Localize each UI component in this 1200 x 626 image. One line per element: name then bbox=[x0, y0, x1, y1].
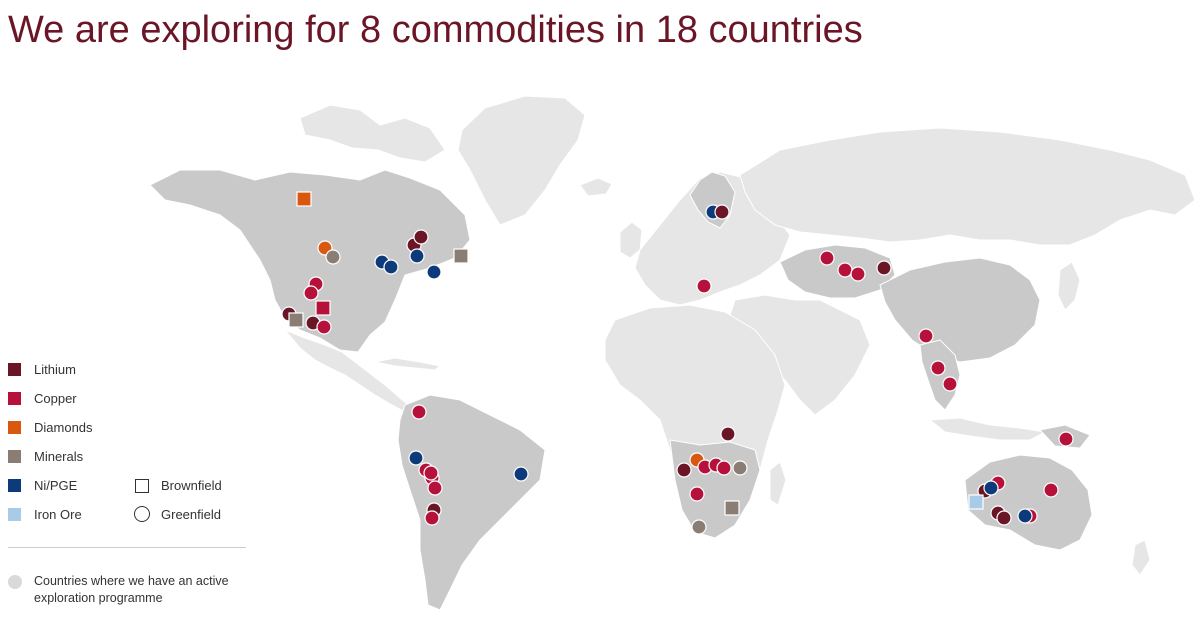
minerals-greenfield-marker bbox=[732, 460, 748, 476]
square-icon bbox=[135, 478, 149, 493]
lithium-greenfield-marker bbox=[996, 510, 1012, 526]
caribbean-islands bbox=[374, 357, 442, 371]
ironore-swatch bbox=[8, 507, 21, 521]
lithium-swatch bbox=[8, 362, 21, 376]
australia-landmass bbox=[964, 454, 1093, 551]
copper-greenfield-marker bbox=[819, 250, 835, 266]
uk-ireland-landmass bbox=[619, 221, 643, 259]
nipge-greenfield-marker bbox=[408, 450, 424, 466]
nipge-greenfield-marker bbox=[983, 480, 999, 496]
minerals-brownfield-marker bbox=[724, 500, 740, 516]
copper-greenfield-marker bbox=[427, 480, 443, 496]
nipge-greenfield-marker bbox=[426, 264, 442, 280]
copper-greenfield-marker bbox=[918, 328, 934, 344]
copper-greenfield-marker bbox=[716, 460, 732, 476]
indonesia-landmass bbox=[928, 417, 1047, 441]
legend-item-copper: Copper bbox=[8, 389, 77, 407]
copper-swatch bbox=[8, 391, 21, 405]
ironore-brownfield-marker bbox=[968, 494, 984, 510]
copper-greenfield-marker bbox=[316, 319, 332, 335]
nipge-greenfield-marker bbox=[1017, 508, 1033, 524]
diamonds-swatch bbox=[8, 420, 21, 434]
nipge-swatch bbox=[8, 478, 21, 492]
nipge-greenfield-marker bbox=[409, 248, 425, 264]
copper-greenfield-marker bbox=[424, 510, 440, 526]
legend-label-diamonds: Diamonds bbox=[34, 419, 93, 435]
copper-greenfield-marker bbox=[930, 360, 946, 376]
legend-item-ironore: Iron Ore bbox=[8, 505, 82, 523]
new-zealand-landmass bbox=[1131, 539, 1151, 576]
legend-divider bbox=[8, 547, 246, 548]
diamonds-brownfield-marker bbox=[296, 191, 312, 207]
minerals-greenfield-marker bbox=[325, 249, 341, 265]
copper-greenfield-marker bbox=[696, 278, 712, 294]
russia-landmass bbox=[739, 127, 1196, 246]
legend-item-minerals: Minerals bbox=[8, 447, 83, 465]
legend-label-ironore: Iron Ore bbox=[34, 506, 82, 522]
lithium-greenfield-marker bbox=[413, 229, 429, 245]
copper-greenfield-marker bbox=[837, 262, 853, 278]
legend-label-minerals: Minerals bbox=[34, 448, 84, 464]
south-america-landmass bbox=[397, 394, 546, 611]
southern-africa-active bbox=[669, 439, 761, 539]
nipge-greenfield-marker bbox=[513, 466, 529, 482]
legend-greenfield: Greenfield bbox=[134, 506, 221, 522]
minerals-greenfield-marker bbox=[691, 519, 707, 535]
legend-brownfield: Brownfield bbox=[135, 478, 222, 493]
legend-item-nipge: Ni/PGE bbox=[8, 476, 77, 494]
legend-item-lithium: Lithium bbox=[8, 360, 76, 378]
legend-label-greenfield: Greenfield bbox=[161, 506, 221, 522]
active-country-dot-icon bbox=[8, 575, 22, 589]
madagascar-landmass bbox=[769, 461, 787, 506]
greenland-landmass bbox=[457, 95, 586, 226]
lithium-greenfield-marker bbox=[676, 462, 692, 478]
lithium-greenfield-marker bbox=[714, 204, 730, 220]
lithium-greenfield-marker bbox=[876, 260, 892, 276]
active-note-text: Countries where we have an active explor… bbox=[34, 574, 229, 605]
copper-greenfield-marker bbox=[689, 486, 705, 502]
legend-label-copper: Copper bbox=[34, 390, 77, 406]
legend-label-brownfield: Brownfield bbox=[161, 478, 222, 493]
minerals-brownfield-marker bbox=[453, 248, 469, 264]
legend-label-nipge: Ni/PGE bbox=[34, 477, 78, 493]
iceland-landmass bbox=[579, 177, 613, 197]
legend-active-note: Countries where we have an active explor… bbox=[8, 573, 244, 607]
europe-landmass bbox=[634, 171, 791, 306]
copper-greenfield-marker bbox=[942, 376, 958, 392]
north-america-landmass bbox=[149, 169, 471, 353]
japan-landmass bbox=[1057, 261, 1081, 311]
minerals-brownfield-marker bbox=[288, 312, 304, 328]
copper-greenfield-marker bbox=[411, 404, 427, 420]
lithium-greenfield-marker bbox=[720, 426, 736, 442]
copper-greenfield-marker bbox=[850, 266, 866, 282]
legend-label-lithium: Lithium bbox=[34, 361, 76, 377]
nipge-greenfield-marker bbox=[383, 259, 399, 275]
copper-greenfield-marker bbox=[1043, 482, 1059, 498]
circle-icon bbox=[134, 506, 150, 522]
page-title: We are exploring for 8 commodities in 18… bbox=[8, 9, 863, 51]
china-landmass bbox=[879, 257, 1041, 363]
minerals-swatch bbox=[8, 449, 21, 463]
legend-item-diamonds: Diamonds bbox=[8, 418, 93, 436]
copper-brownfield-marker bbox=[315, 300, 331, 316]
copper-greenfield-marker bbox=[303, 285, 319, 301]
copper-greenfield-marker bbox=[1058, 431, 1074, 447]
copper-greenfield-marker bbox=[423, 465, 439, 481]
canada-arctic-islands bbox=[299, 104, 446, 163]
